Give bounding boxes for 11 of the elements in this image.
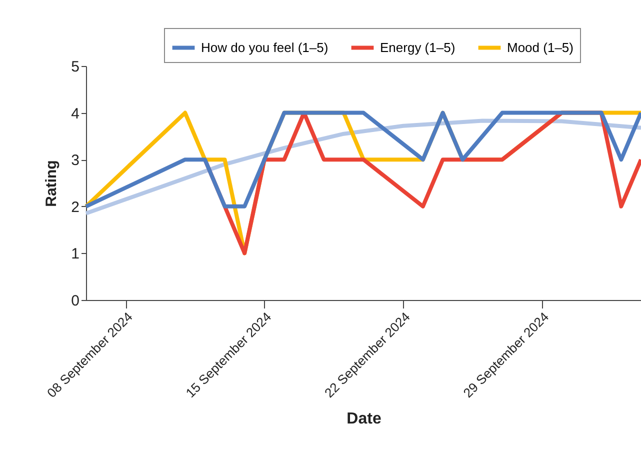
y-tick-label: 5 xyxy=(71,58,80,76)
legend-label: Mood (1–5) xyxy=(507,40,574,55)
x-axis-title: Date xyxy=(346,410,382,428)
y-tick-label: 3 xyxy=(71,152,80,170)
legend-label: How do you feel (1–5) xyxy=(201,40,328,55)
y-tick-label: 4 xyxy=(71,105,80,122)
y-tick-label: 1 xyxy=(71,246,80,263)
y-tick-label: 2 xyxy=(71,198,80,216)
y-tick-label: 0 xyxy=(71,292,80,310)
legend-label: Energy (1–5) xyxy=(380,40,456,55)
y-axis-title: Rating xyxy=(43,160,60,207)
